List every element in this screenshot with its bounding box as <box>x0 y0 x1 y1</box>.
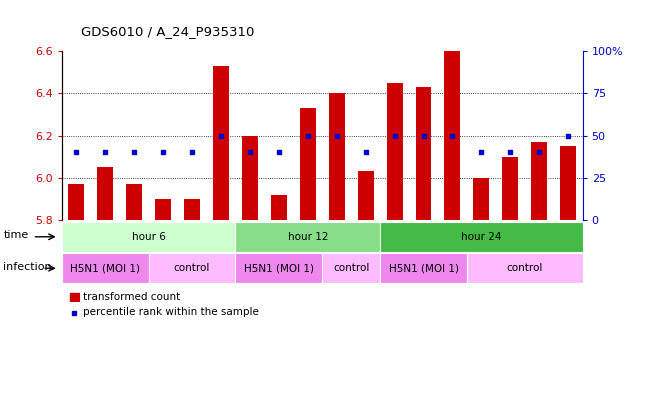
Text: hour 24: hour 24 <box>461 232 502 242</box>
Text: control: control <box>506 263 543 273</box>
Bar <box>148 253 236 283</box>
Bar <box>236 222 380 252</box>
Bar <box>70 293 79 301</box>
Bar <box>126 184 142 220</box>
Bar <box>271 195 287 220</box>
Bar <box>300 108 316 220</box>
Bar <box>467 253 583 283</box>
Bar <box>531 142 547 220</box>
Bar <box>242 136 258 220</box>
Text: infection: infection <box>3 262 52 272</box>
Bar <box>357 171 374 220</box>
Text: H5N1 (MOI 1): H5N1 (MOI 1) <box>389 263 458 273</box>
Bar <box>380 253 467 283</box>
Text: H5N1 (MOI 1): H5N1 (MOI 1) <box>70 263 140 273</box>
Bar <box>62 222 236 252</box>
Text: H5N1 (MOI 1): H5N1 (MOI 1) <box>244 263 314 273</box>
Text: control: control <box>174 263 210 273</box>
Text: hour 6: hour 6 <box>132 232 165 242</box>
Bar <box>473 178 490 220</box>
Bar <box>387 83 402 220</box>
Bar <box>322 253 380 283</box>
Bar <box>380 222 583 252</box>
Text: time: time <box>3 230 29 240</box>
Text: hour 12: hour 12 <box>288 232 328 242</box>
Text: control: control <box>333 263 369 273</box>
Bar <box>329 93 344 220</box>
Text: percentile rank within the sample: percentile rank within the sample <box>83 307 258 318</box>
Bar <box>184 199 200 220</box>
Text: GDS6010 / A_24_P935310: GDS6010 / A_24_P935310 <box>81 25 255 38</box>
Bar <box>503 157 518 220</box>
Bar <box>445 51 460 220</box>
Bar <box>236 253 322 283</box>
Bar <box>415 87 432 220</box>
Bar <box>62 253 148 283</box>
Bar <box>155 199 171 220</box>
Bar <box>97 167 113 220</box>
Bar <box>213 66 229 220</box>
Bar <box>561 146 576 220</box>
Bar <box>68 184 84 220</box>
Text: transformed count: transformed count <box>83 292 180 302</box>
